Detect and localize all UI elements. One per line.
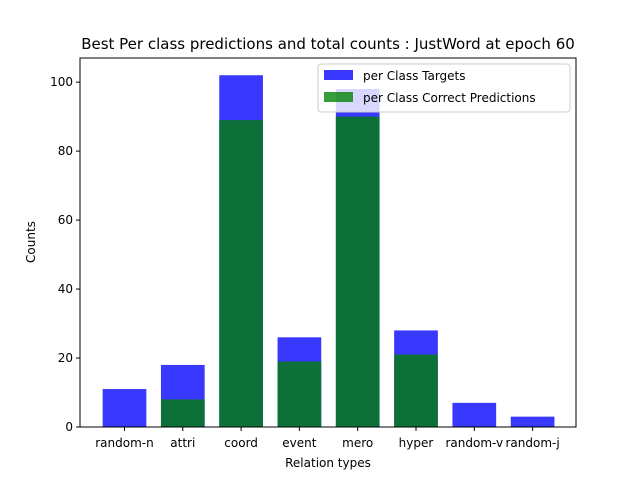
legend-label-targets: per Class Targets [363,69,466,83]
legend-swatch-targets [324,70,353,80]
bar-correct-mero [335,116,380,428]
y-tick-label: 20 [58,351,73,365]
legend-box [317,63,571,113]
x-tick-label-random-v: random-v [445,436,503,450]
x-axis-label: Relation types [285,456,371,470]
bar-correct-coord [219,120,263,427]
bars-group [102,75,555,428]
bar-target-random-v [452,402,497,427]
x-tick-label-attri: attri [170,436,195,450]
x-tick-label-event: event [282,436,316,450]
x-tick-label-random-n: random-n [95,436,153,450]
x-tick-label-coord: coord [224,436,258,450]
x-tick-label-mero: mero [342,436,373,450]
legend: per Class Targets per Class Correct Pred… [317,63,571,113]
y-tick-label: 80 [58,144,73,158]
chart-title: Best Per class predictions and total cou… [81,35,575,53]
y-tick-label: 100 [50,75,73,89]
bar-correct-attri [160,399,205,427]
bar-target-random-n [102,389,147,427]
legend-swatch-correct [324,92,353,102]
y-axis-label: Counts [24,221,38,263]
legend-label-correct: per Class Correct Predictions [363,91,536,105]
y-tick-label: 40 [58,282,73,296]
bar-correct-hyper [394,354,438,427]
bar-target-random-j [510,416,555,427]
y-tick-label: 0 [65,420,73,434]
y-axis: 0 20 40 60 80 100 [50,75,80,434]
x-tick-label-hyper: hyper [399,436,434,450]
y-tick-label: 60 [58,213,73,227]
x-axis: random-n attri coord event mero hyper random-v… [95,427,560,450]
bar-correct-event [277,361,322,427]
plot-frame [79,57,577,428]
x-tick-label-random-j: random-j [505,436,559,450]
